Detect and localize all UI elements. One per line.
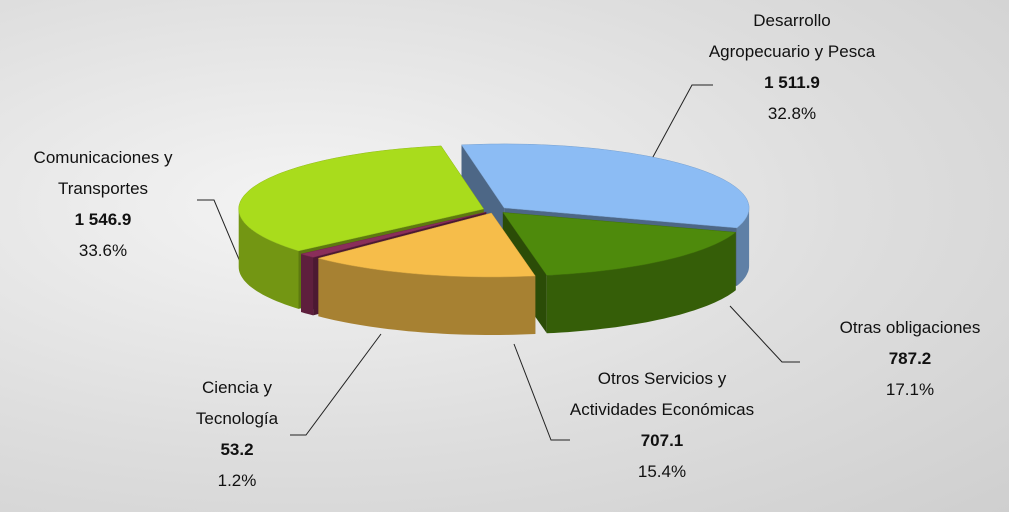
slice: [238, 145, 485, 252]
percent-label: 15.4%: [637, 462, 687, 481]
leader-line: [729, 305, 800, 363]
percent-label: 33.6%: [78, 241, 128, 260]
slice-side: [238, 209, 299, 309]
slice-side: [318, 258, 536, 335]
percent-label: 1.2%: [217, 471, 257, 490]
leader-line: [197, 199, 247, 277]
slice-label: Comunicaciones y Transportes 1 546.9 33.6%: [0, 142, 206, 266]
value-label: 1 511.9: [764, 73, 820, 92]
slice: [300, 211, 487, 258]
percent-label: 32.8%: [767, 104, 817, 123]
slice: [502, 212, 737, 276]
category-label: Otros Servicios y Actividades Económicas: [569, 369, 755, 419]
percent-label: 17.1%: [885, 380, 935, 399]
value-label: 707.1: [640, 431, 684, 450]
slice: [461, 143, 750, 229]
category-label: Desarrollo Agropecuario y Pesca: [708, 11, 876, 61]
category-label: Ciencia y Tecnología: [195, 378, 279, 428]
slice-side: [546, 232, 736, 334]
slice-label: Desarrollo Agropecuario y Pesca 1 511.9 32…: [707, 5, 877, 129]
slice-side: [736, 207, 750, 286]
value-label: 787.2: [888, 349, 932, 368]
slice-label: Otros Servicios y Actividades Económicas…: [562, 363, 762, 487]
value-label: 53.2: [220, 440, 254, 459]
slice-label: Ciencia y Tecnología 53.2 1.2%: [167, 372, 307, 496]
leader-line: [290, 333, 382, 436]
value-label: 1 546.9: [74, 210, 132, 229]
leader-line: [513, 343, 570, 441]
slice-label: Otras obligaciones 787.2 17.1%: [810, 312, 1009, 405]
category-label: Comunicaciones y Transportes: [33, 148, 173, 198]
category-label: Otras obligaciones: [839, 318, 981, 337]
slice: [317, 212, 536, 278]
slice-side: [301, 254, 314, 316]
